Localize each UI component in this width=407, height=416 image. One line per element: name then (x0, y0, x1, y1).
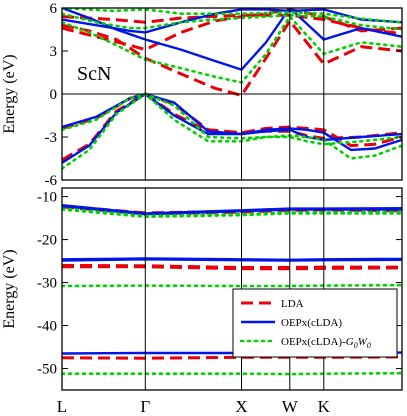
bottom-y-axis-label: Energy (eV) (1, 249, 18, 328)
legend: LDA OEPx(cLDA) OEPx(cLDA)-G0W0 (232, 288, 398, 358)
y-tick-label: 3 (50, 44, 58, 60)
top-frame (61, 7, 403, 181)
x-tick-label: K (318, 397, 331, 416)
y-tick-label: -10 (37, 190, 57, 206)
x-tick-label: L (57, 397, 67, 416)
oepx-clda-g0w0-band-4 (62, 8, 402, 24)
legend-label-oepx-clda: OEPx(cLDA) (281, 317, 342, 329)
x-tick-label: Γ (140, 397, 150, 416)
x-tick-label: X (235, 397, 247, 416)
top-plot-bands (62, 8, 402, 170)
lda-band-2 (62, 18, 402, 98)
top-y-axis-label: Energy (eV) (1, 54, 18, 133)
bottom-frame (61, 187, 403, 391)
oepx-clda-g0w0-band-2 (62, 283, 402, 288)
oepx-clda-g0w0-band-3 (62, 12, 402, 31)
top-y-ticks: 6 3 0 -3 -6 (45, 1, 402, 189)
oepx-clda-band-0 (62, 92, 402, 164)
legend-label-lda: LDA (281, 298, 304, 310)
oepx-clda-g0w0-band-2 (62, 14, 402, 84)
x-tick-label: W (282, 397, 299, 416)
y-tick-label: -6 (45, 173, 58, 189)
oepx-clda-band-3 (62, 258, 402, 262)
y-tick-label: -50 (37, 362, 57, 378)
y-tick-label: 6 (50, 1, 58, 17)
top-panel: 6 3 0 -3 -6 ScN Energy (eV) (1, 1, 403, 189)
lda-band-3 (62, 265, 402, 271)
y-tick-label: -20 (37, 233, 57, 249)
oepx-clda-band-3 (62, 8, 402, 34)
oepx-clda-g0w0-band-0 (62, 92, 402, 170)
bottom-y-ticks: -10 -20 -30 -40 -50 (37, 190, 402, 378)
lda-band-3 (62, 8, 402, 52)
legend-label-oepx-clda-g0w0: OEPx(cLDA)-G0W0 (281, 336, 371, 350)
oepx-clda-band-1 (62, 204, 402, 216)
y-tick-label: -30 (37, 276, 57, 292)
y-tick-label: -40 (37, 319, 57, 335)
oepx-clda-g0w0-band-1 (62, 208, 402, 219)
top-plot-area (62, 8, 402, 170)
oepx-clda-g0w0-band-3 (62, 371, 402, 376)
material-label: ScN (77, 63, 111, 85)
y-tick-label: -3 (45, 130, 58, 146)
y-tick-label: 0 (50, 87, 58, 103)
